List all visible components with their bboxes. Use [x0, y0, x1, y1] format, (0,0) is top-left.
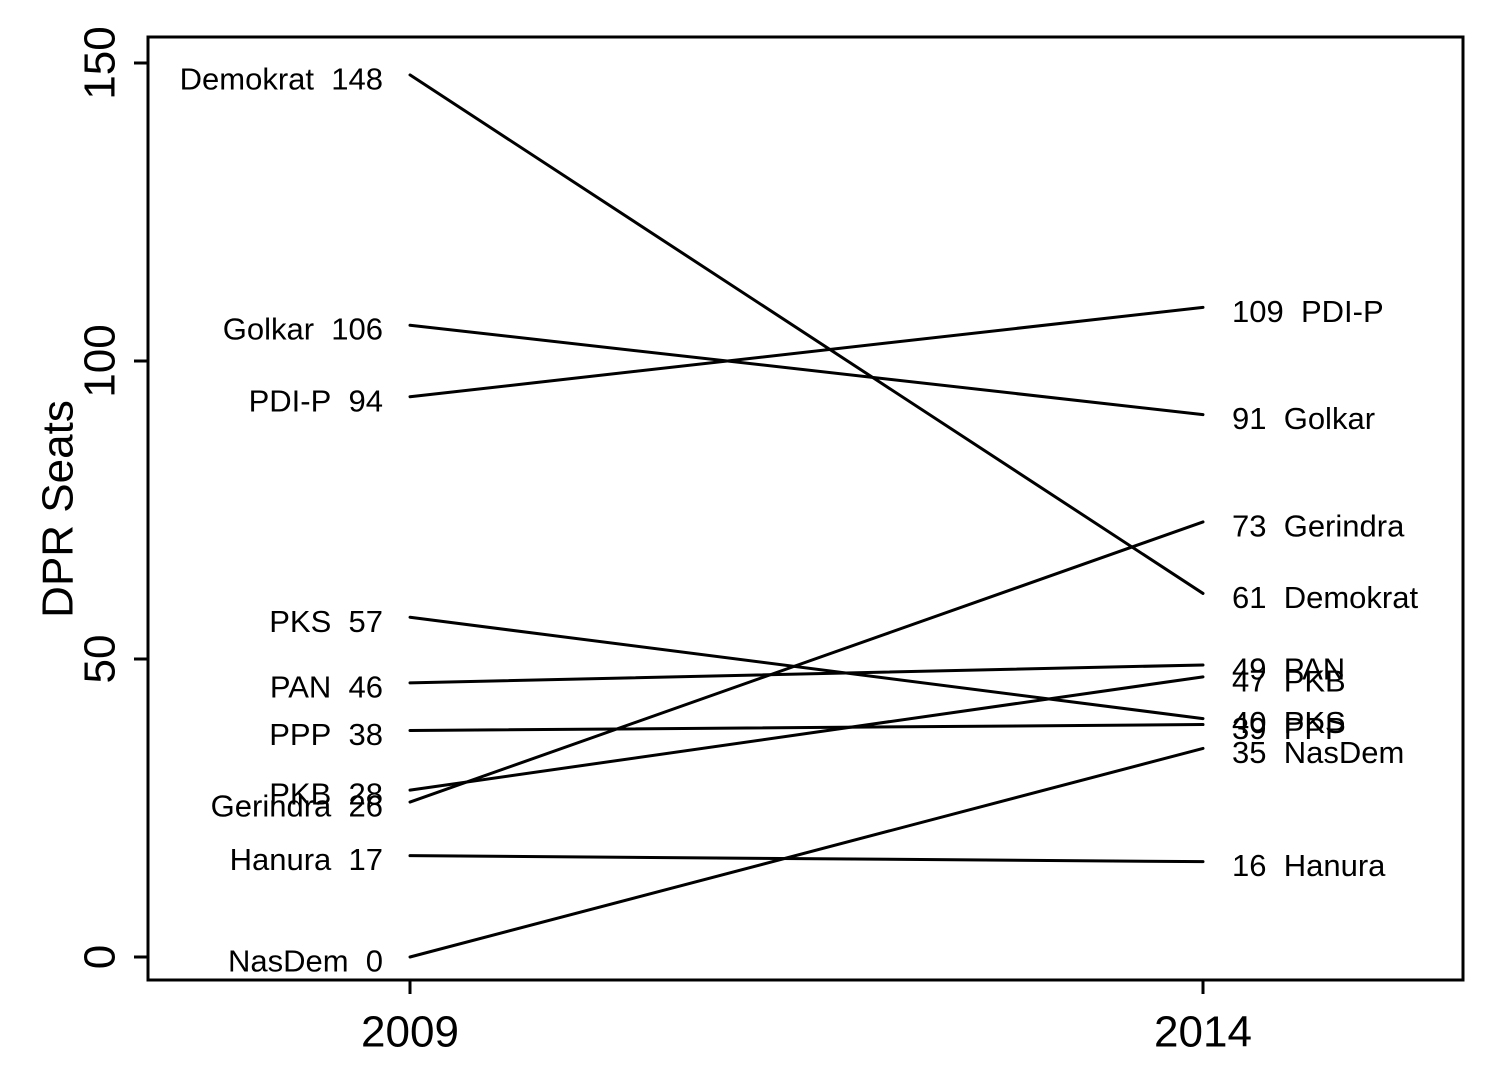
slope-line-hanura — [408, 854, 1205, 864]
y-tick-label: 50 — [76, 635, 125, 684]
y-tick-label: 100 — [76, 324, 125, 397]
labels-layer: Demokrat 148 61 Demokrat Golkar 106 91 Golk… — [180, 61, 1419, 978]
x-tick-label: 2014 — [1154, 1008, 1252, 1057]
axes-layer: 0 50 100 150 2009 2014 — [76, 26, 1465, 1057]
slope-line-pan — [408, 663, 1205, 685]
right-label-pdi-p: 109 PDI-P — [1232, 294, 1384, 329]
slope-line-pdi-p — [408, 305, 1205, 399]
left-label-pan: PAN 46 — [270, 669, 383, 704]
slope-line-nasdem — [408, 746, 1205, 959]
right-label-pan: 49 PAN — [1232, 651, 1345, 686]
slope-line-pks — [408, 615, 1205, 721]
left-label-nasdem: NasDem 0 — [228, 944, 383, 979]
right-label-golkar: 91 Golkar — [1232, 401, 1375, 436]
slope-line-demokrat — [408, 73, 1205, 595]
left-label-pks: PKS 57 — [269, 604, 383, 639]
slope-lines-layer — [408, 73, 1205, 959]
right-label-hanura: 16 Hanura — [1232, 848, 1386, 883]
left-label-pdi-p: PDI-P 94 — [249, 383, 383, 418]
right-label-ppp: 39 PPP — [1232, 711, 1346, 746]
right-label-gerindra: 73 Gerindra — [1232, 508, 1405, 543]
y-axis-title: DPR Seats — [34, 400, 83, 618]
left-label-ppp: PPP 38 — [269, 717, 383, 752]
slope-line-golkar — [408, 323, 1205, 417]
left-label-hanura: Hanura 17 — [230, 842, 383, 877]
y-tick-label: 150 — [76, 26, 125, 99]
plot-box — [146, 35, 1465, 982]
y-tick-label: 0 — [76, 945, 125, 969]
left-label-demokrat: Demokrat 148 — [180, 61, 383, 96]
slope-line-gerindra — [408, 520, 1205, 804]
left-label-golkar: Golkar 106 — [223, 312, 383, 347]
left-label-pkb: PKB 28 — [269, 777, 383, 812]
x-tick-label: 2009 — [361, 1008, 459, 1057]
right-label-pkb: 47 PKB — [1232, 663, 1346, 698]
right-label-nasdem: 35 NasDem — [1232, 735, 1404, 770]
right-label-demokrat: 61 Demokrat — [1232, 580, 1418, 615]
slope-line-pkb — [408, 675, 1205, 792]
left-label-gerindra: Gerindra 26 — [211, 789, 383, 824]
slope-line-ppp — [408, 723, 1205, 733]
right-label-pks: 40 PKS — [1232, 705, 1346, 740]
